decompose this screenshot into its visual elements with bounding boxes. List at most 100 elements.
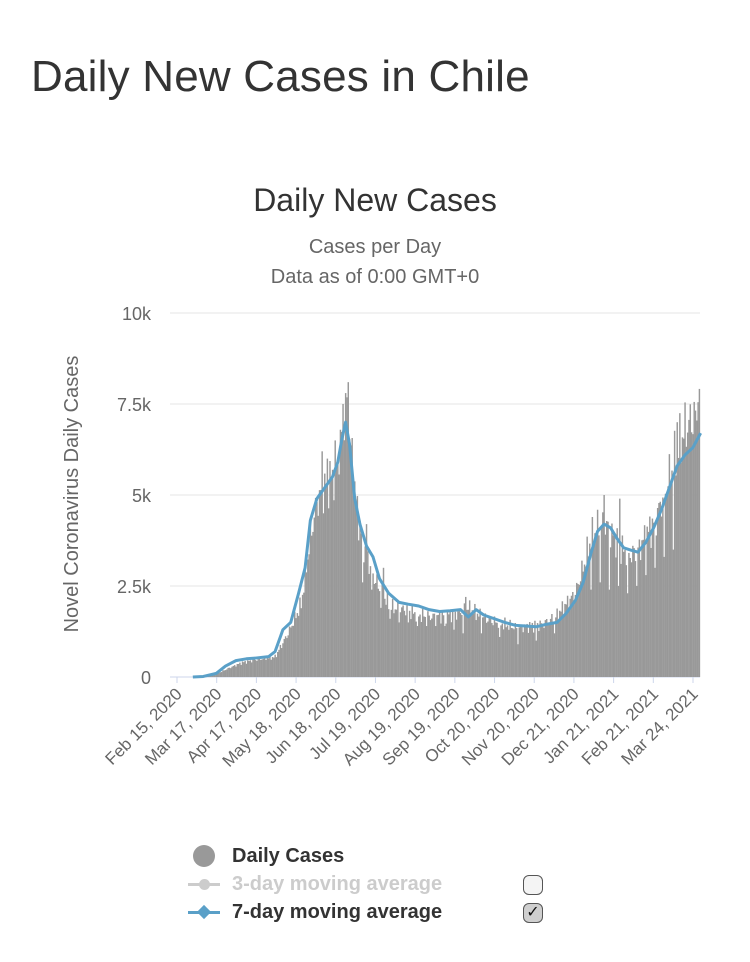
bar [664, 493, 667, 677]
bar [433, 613, 436, 677]
7-day-average-checkbox[interactable]: ✓ [523, 903, 543, 923]
bar [626, 593, 629, 677]
bar [502, 629, 505, 677]
bar [360, 533, 363, 677]
bar [228, 667, 231, 677]
page-title: Daily New Cases in Chile [31, 52, 530, 101]
bar [592, 544, 595, 677]
bar [299, 597, 301, 677]
bar [534, 620, 536, 677]
bar [559, 610, 561, 677]
bar [283, 638, 286, 677]
bar [377, 588, 380, 677]
bar [412, 613, 415, 677]
bar [248, 660, 250, 677]
bar [621, 535, 624, 677]
bar [442, 615, 445, 677]
bar [294, 611, 296, 677]
bar [596, 509, 599, 677]
bar [261, 659, 263, 677]
y-axis-title: Novel Coronavirus Daily Cases [61, 356, 83, 633]
bar [252, 659, 254, 677]
legend-item-7-day-average[interactable]: 7-day moving average ✓ [188, 898, 568, 926]
bar [275, 657, 278, 677]
bar [582, 571, 584, 677]
bar [410, 619, 412, 677]
bar [521, 625, 523, 677]
bar [619, 498, 621, 677]
bar [309, 523, 312, 677]
bar [449, 610, 451, 677]
bar [425, 626, 428, 677]
bar [653, 522, 655, 677]
bar [660, 516, 663, 677]
bar [561, 601, 564, 677]
bar [320, 489, 322, 677]
bar [491, 622, 493, 677]
bar [643, 525, 646, 677]
bar [598, 535, 600, 677]
y-tick-label: 0 [141, 668, 151, 688]
bar [395, 609, 398, 677]
bar [566, 595, 569, 677]
legend-item-daily-cases[interactable]: Daily Cases [188, 842, 568, 870]
bar [696, 420, 698, 677]
bar [591, 516, 594, 677]
bar [527, 632, 530, 677]
bar [254, 660, 257, 677]
bar [262, 658, 265, 677]
seven-day-average-path [192, 420, 702, 679]
bar [304, 562, 306, 677]
bar [489, 618, 492, 677]
bar [346, 397, 348, 677]
bar [284, 636, 287, 677]
bar [649, 516, 651, 677]
bar [269, 655, 271, 677]
bar [219, 672, 222, 677]
bar [586, 536, 588, 677]
bar [585, 566, 587, 677]
bar [218, 672, 220, 677]
bar [609, 547, 612, 677]
bar [637, 547, 639, 677]
legend-item-3-day-average[interactable]: 3-day moving average [188, 870, 568, 898]
bar [501, 623, 504, 677]
bar [633, 548, 635, 677]
bar [424, 616, 427, 677]
bar [465, 596, 467, 677]
bar [654, 567, 656, 677]
bar [540, 623, 543, 677]
bar [492, 625, 494, 677]
bar [497, 627, 500, 677]
bar [414, 612, 416, 677]
y-tick-label: 7.5k [117, 395, 152, 415]
bar [386, 591, 389, 677]
bar [625, 565, 628, 677]
bar [510, 627, 513, 677]
bar [432, 613, 434, 677]
bar [279, 644, 282, 677]
bar [445, 623, 447, 677]
bar [611, 523, 613, 677]
bar [551, 614, 553, 677]
bar [368, 573, 370, 677]
bar [476, 613, 479, 677]
bar [565, 604, 567, 677]
bar [662, 497, 664, 677]
bar [557, 621, 560, 677]
bar [663, 556, 665, 677]
bar [681, 437, 684, 677]
bar [356, 496, 359, 677]
3-day-average-checkbox[interactable] [523, 875, 543, 895]
bar [210, 675, 212, 677]
bar [466, 609, 468, 677]
bar [380, 607, 382, 677]
bar [602, 512, 604, 677]
bar [297, 615, 300, 677]
bar [479, 608, 481, 677]
bar [227, 667, 229, 677]
bar [334, 440, 336, 677]
bar [688, 419, 690, 677]
bar [291, 625, 293, 677]
bar [438, 611, 441, 677]
